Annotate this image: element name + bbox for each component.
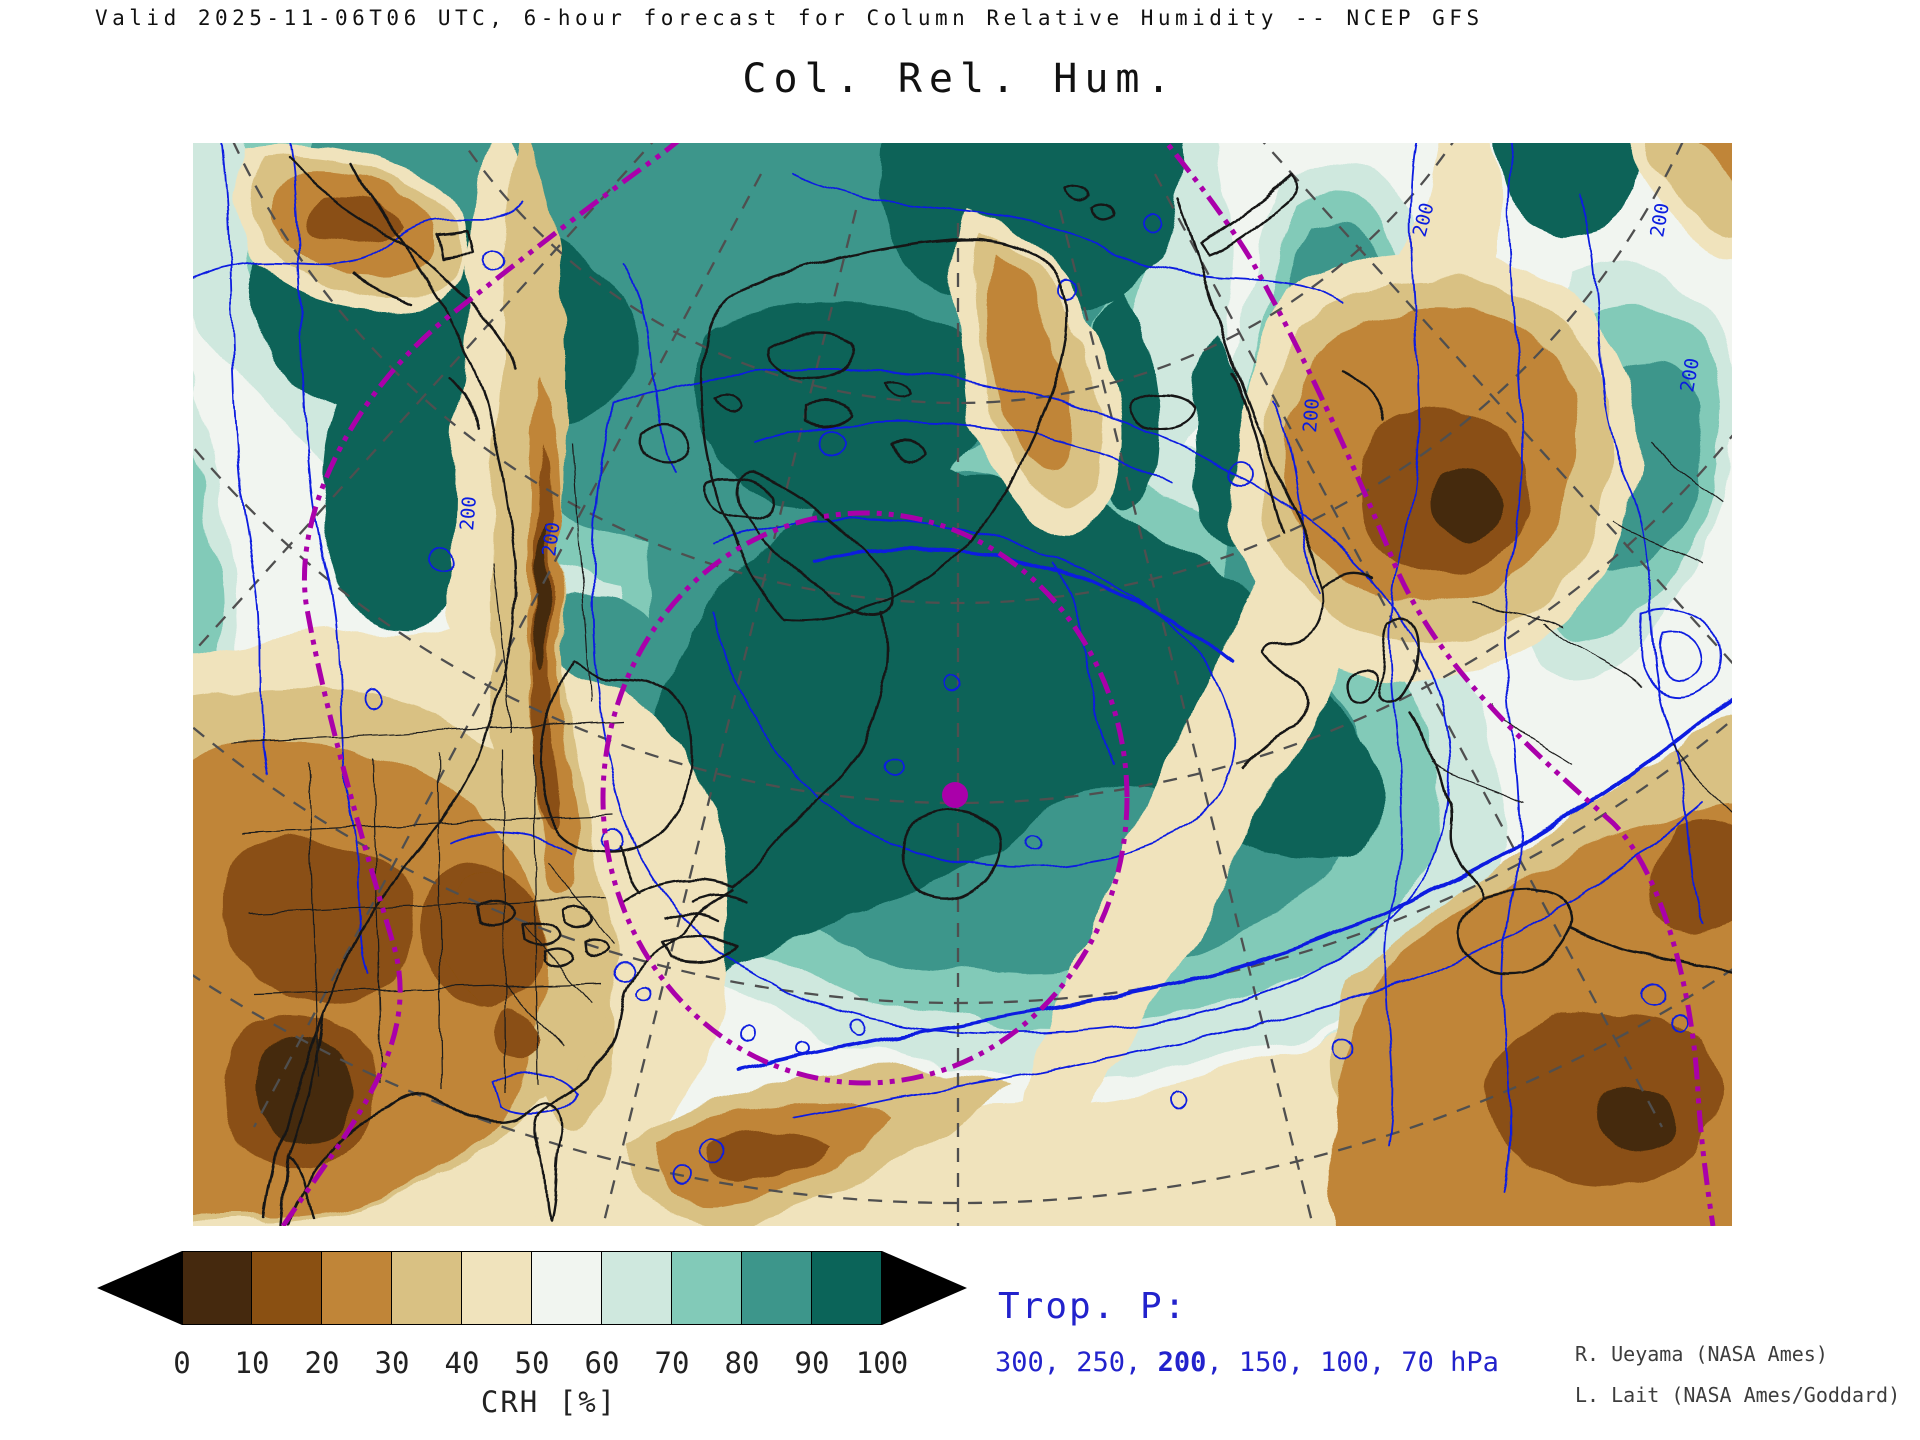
colorbar: 0 10 20 30 40 50 60 70 80 90 100 bbox=[97, 1251, 967, 1380]
colorbar-tick: 90 bbox=[794, 1346, 830, 1380]
humidity-field bbox=[193, 143, 1732, 1226]
station-dot bbox=[942, 782, 968, 808]
colorbar-cell bbox=[532, 1251, 602, 1325]
colorbar-cell bbox=[182, 1251, 252, 1325]
colorbar-cell bbox=[462, 1251, 532, 1325]
credit-line-2: L. Lait (NASA Ames/Goddard) bbox=[1575, 1383, 1901, 1407]
colorbar-tick: 50 bbox=[514, 1346, 550, 1380]
colorbar-cell bbox=[322, 1251, 392, 1325]
colorbar-tick: 100 bbox=[855, 1346, 909, 1380]
contour-label: 200 bbox=[456, 495, 481, 531]
colorbar-cell bbox=[812, 1251, 882, 1325]
trop-pressure-levels: 300, 250, 200, 150, 100, 70 hPa bbox=[995, 1347, 1499, 1378]
trop-pressure-heading: Trop. P: bbox=[998, 1286, 1188, 1327]
colorbar-tick: 10 bbox=[234, 1346, 270, 1380]
colorbar-units-label: CRH [%] bbox=[480, 1385, 618, 1419]
colorbar-cell bbox=[742, 1251, 812, 1325]
trop-level-highlighted: 200 bbox=[1157, 1347, 1207, 1378]
trop-levels-prefix: 300, 250, bbox=[995, 1347, 1158, 1378]
contour-label: 200 bbox=[538, 521, 565, 558]
humidity-map: 200 200 200 200 200 200 bbox=[193, 143, 1732, 1226]
colorbar-tick: 80 bbox=[724, 1346, 760, 1380]
colorbar-tick: 40 bbox=[444, 1346, 480, 1380]
colorbar-cell bbox=[392, 1251, 462, 1325]
graticule bbox=[193, 143, 1732, 1226]
tropopause-contours bbox=[193, 143, 1732, 1194]
coastlines bbox=[232, 156, 1732, 1226]
colorbar-right-arrow bbox=[882, 1251, 967, 1325]
plot-title: Col. Rel. Hum. bbox=[742, 56, 1178, 102]
colorbar-tick: 70 bbox=[654, 1346, 690, 1380]
colorbar-tick: 20 bbox=[304, 1346, 340, 1380]
colorbar-cell bbox=[672, 1251, 742, 1325]
trop-levels-suffix: , 150, 100, 70 hPa bbox=[1206, 1347, 1499, 1378]
colorbar-cell bbox=[602, 1251, 672, 1325]
colorbar-cells bbox=[182, 1251, 882, 1325]
contour-label: 200 bbox=[1299, 397, 1324, 433]
colorbar-tick: 0 bbox=[173, 1346, 191, 1380]
colorbar-tick: 60 bbox=[584, 1346, 620, 1380]
credit-line-1: R. Ueyama (NASA Ames) bbox=[1575, 1342, 1828, 1366]
colorbar-cell bbox=[252, 1251, 322, 1325]
colorbar-tick: 30 bbox=[374, 1346, 410, 1380]
tropopause-break-lines bbox=[280, 143, 1716, 1226]
colorbar-left-arrow bbox=[97, 1251, 182, 1325]
valid-time-header: Valid 2025-11-06T06 UTC, 6-hour forecast… bbox=[95, 6, 1484, 30]
credits: R. Ueyama (NASA Ames) L. Lait (NASA Ames… bbox=[1575, 1334, 1900, 1416]
